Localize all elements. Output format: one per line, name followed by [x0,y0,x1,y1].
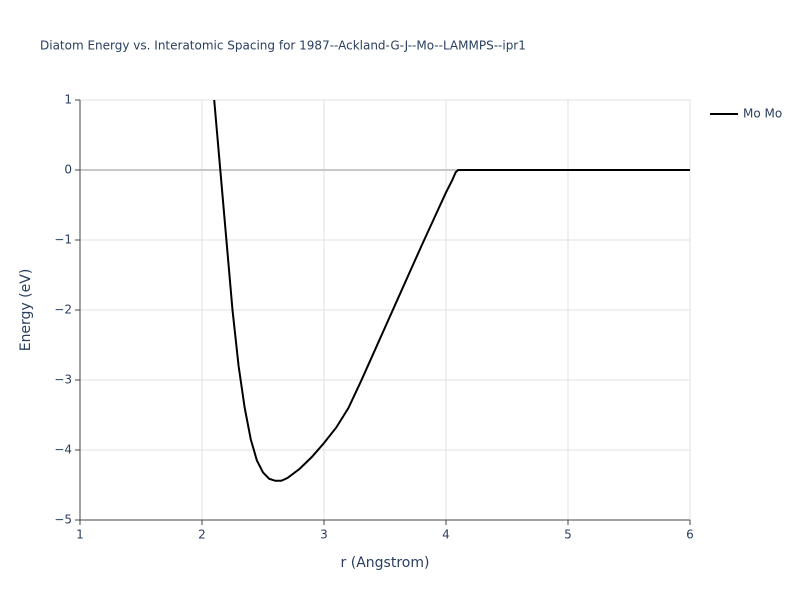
y-tick-label: 1 [64,93,72,107]
y-axis-label: Energy (eV) [18,269,34,352]
y-tick-label: 0 [64,163,72,177]
y-tick-label: −3 [54,373,72,387]
legend-label: Mo Mo [743,107,782,121]
x-tick-label: 4 [442,528,450,542]
chart-title: Diatom Energy vs. Interatomic Spacing fo… [40,39,526,53]
y-tick-label: −2 [54,303,72,317]
axes: 1 2 3 4 5 6 −5 −4 −3 −2 −1 0 1 [54,93,694,542]
x-tick-label: 5 [564,528,572,542]
y-tick-label: −1 [54,233,72,247]
x-tick-label: 3 [320,528,328,542]
x-tick-label: 6 [686,528,694,542]
plot-area [213,100,690,482]
x-tick-label: 2 [198,528,206,542]
x-tick-label: 1 [76,528,84,542]
y-tick-label: −4 [54,443,72,457]
y-tick-label: −5 [54,513,72,527]
x-axis-label: r (Angstrom) [341,555,430,571]
line-series [213,100,690,482]
grid [79,99,691,521]
